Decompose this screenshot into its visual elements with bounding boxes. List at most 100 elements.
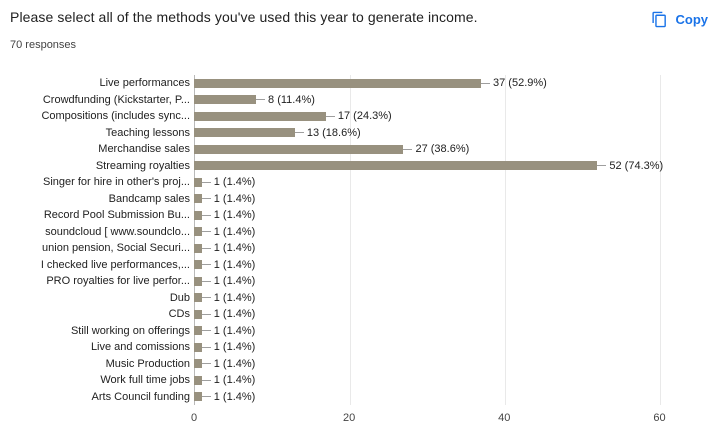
callout-line xyxy=(256,99,266,101)
bar xyxy=(194,227,202,237)
bar-row: Record Pool Submission Bu... 1 (1.4%) xyxy=(0,207,706,224)
gridline xyxy=(350,75,352,405)
bar xyxy=(194,95,257,105)
bar xyxy=(194,293,202,303)
value-label: 1 (1.4%) xyxy=(213,225,256,238)
value-label: 1 (1.4%) xyxy=(213,209,256,222)
bar xyxy=(194,309,202,319)
value-label: 1 (1.4%) xyxy=(213,275,256,288)
category-label: Dub xyxy=(169,291,190,304)
gridline xyxy=(660,75,662,405)
bar-track: 1 (1.4%) xyxy=(194,306,706,323)
callout-line xyxy=(294,132,304,134)
category-label: Teaching lessons xyxy=(105,126,190,139)
bar-track: 1 (1.4%) xyxy=(194,207,706,224)
value-label: 52 (74.3%) xyxy=(609,159,664,172)
category-label: Compositions (includes sync... xyxy=(41,110,190,123)
bar-row: Singer for hire in other's proj... 1 (1.4… xyxy=(0,174,706,191)
bar-row: Teaching lessons 13 (18.6%) xyxy=(0,125,706,142)
plot-grid xyxy=(194,75,707,405)
bar-row: Crowdfunding (Kickstarter, P... 8 (11.4%) xyxy=(0,92,706,109)
bar-row: Live performances 37 (52.9%) xyxy=(0,75,706,92)
category-label: Crowdfunding (Kickstarter, P... xyxy=(42,93,190,106)
value-label: 1 (1.4%) xyxy=(213,242,256,255)
callout-line xyxy=(201,181,211,183)
bar xyxy=(194,392,202,402)
callout-line xyxy=(201,297,211,299)
category-label: Music Production xyxy=(105,357,190,370)
bar-row: Music Production 1 (1.4%) xyxy=(0,356,706,373)
value-label: 27 (38.6%) xyxy=(415,143,470,156)
value-label: 13 (18.6%) xyxy=(306,126,361,139)
category-label: union pension, Social Securi... xyxy=(42,242,190,255)
category-label: Merchandise sales xyxy=(98,143,190,156)
bar xyxy=(194,111,326,121)
bar-track: 1 (1.4%) xyxy=(194,240,706,257)
bar xyxy=(194,359,202,369)
bar xyxy=(194,326,202,336)
bar-track: 1 (1.4%) xyxy=(194,356,706,373)
copy-button[interactable]: Copy xyxy=(645,7,715,32)
bar-row: Work full time jobs 1 (1.4%) xyxy=(0,372,706,389)
callout-line xyxy=(325,115,335,117)
bar-row: soundcloud [ www.soundclo... 1 (1.4%) xyxy=(0,224,706,241)
callout-line xyxy=(403,148,413,150)
bar-rows: Live performances 37 (52.9%) Crowdfunding … xyxy=(0,75,706,405)
bar-track: 1 (1.4%) xyxy=(194,290,706,307)
category-label: PRO royalties for live perfor... xyxy=(46,275,190,288)
bar xyxy=(194,342,202,352)
callout-line xyxy=(201,346,211,348)
bar-row: Compositions (includes sync... 17 (24.3%) xyxy=(0,108,706,125)
bar-chart: Live performances 37 (52.9%) Crowdfunding … xyxy=(0,75,712,435)
category-label: Bandcamp sales xyxy=(108,192,190,205)
bar xyxy=(194,194,202,204)
bar-row: Merchandise sales 27 (38.6%) xyxy=(0,141,706,158)
bar-row: CDs 1 (1.4%) xyxy=(0,306,706,323)
category-label: CDs xyxy=(168,308,190,321)
bar-track: 1 (1.4%) xyxy=(194,389,706,406)
bar xyxy=(194,243,202,253)
bar xyxy=(194,210,202,220)
bar xyxy=(194,128,295,138)
gridline xyxy=(505,75,507,405)
category-label: Live and comissions xyxy=(90,341,190,354)
bar-row: Still working on offerings 1 (1.4%) xyxy=(0,323,706,340)
category-label: soundcloud [ www.soundclo... xyxy=(45,225,190,238)
category-label: Singer for hire in other's proj... xyxy=(42,176,190,189)
bar-track: 17 (24.3%) xyxy=(194,108,706,125)
callout-line xyxy=(597,165,607,167)
question-title: Please select all of the methods you've … xyxy=(10,9,478,25)
bar-row: PRO royalties for live perfor... 1 (1.4%) xyxy=(0,273,706,290)
callout-line xyxy=(201,330,211,332)
bar-track: 1 (1.4%) xyxy=(194,224,706,241)
callout-line xyxy=(201,198,211,200)
value-label: 37 (52.9%) xyxy=(493,77,547,90)
category-label: Still working on offerings xyxy=(70,324,190,337)
x-tick-label: 40 xyxy=(498,412,511,424)
bar-row: Streaming royalties 52 (74.3%) xyxy=(0,158,706,175)
bar-track: 52 (74.3%) xyxy=(194,158,706,175)
bar-track: 1 (1.4%) xyxy=(194,174,706,191)
x-tick-label: 0 xyxy=(190,412,198,424)
category-label: I checked live performances,... xyxy=(40,258,190,271)
x-tick-label: 60 xyxy=(653,412,666,424)
bar-track: 1 (1.4%) xyxy=(194,372,706,389)
bar xyxy=(194,276,202,286)
bar-track: 13 (18.6%) xyxy=(194,125,706,142)
callout-line xyxy=(201,396,211,398)
value-label: 1 (1.4%) xyxy=(213,341,256,354)
callout-line xyxy=(201,363,211,365)
category-label: Streaming royalties xyxy=(95,159,190,172)
callout-line xyxy=(201,379,211,381)
bar-track: 1 (1.4%) xyxy=(194,323,706,340)
callout-line xyxy=(201,313,211,315)
callout-line xyxy=(201,247,211,249)
value-label: 1 (1.4%) xyxy=(213,258,256,271)
category-label: Record Pool Submission Bu... xyxy=(43,209,190,222)
value-label: 1 (1.4%) xyxy=(213,308,256,321)
category-label: Arts Council funding xyxy=(91,390,190,403)
bar-track: 1 (1.4%) xyxy=(194,257,706,274)
bar xyxy=(194,144,404,154)
bar xyxy=(194,78,482,88)
bar xyxy=(194,177,202,187)
